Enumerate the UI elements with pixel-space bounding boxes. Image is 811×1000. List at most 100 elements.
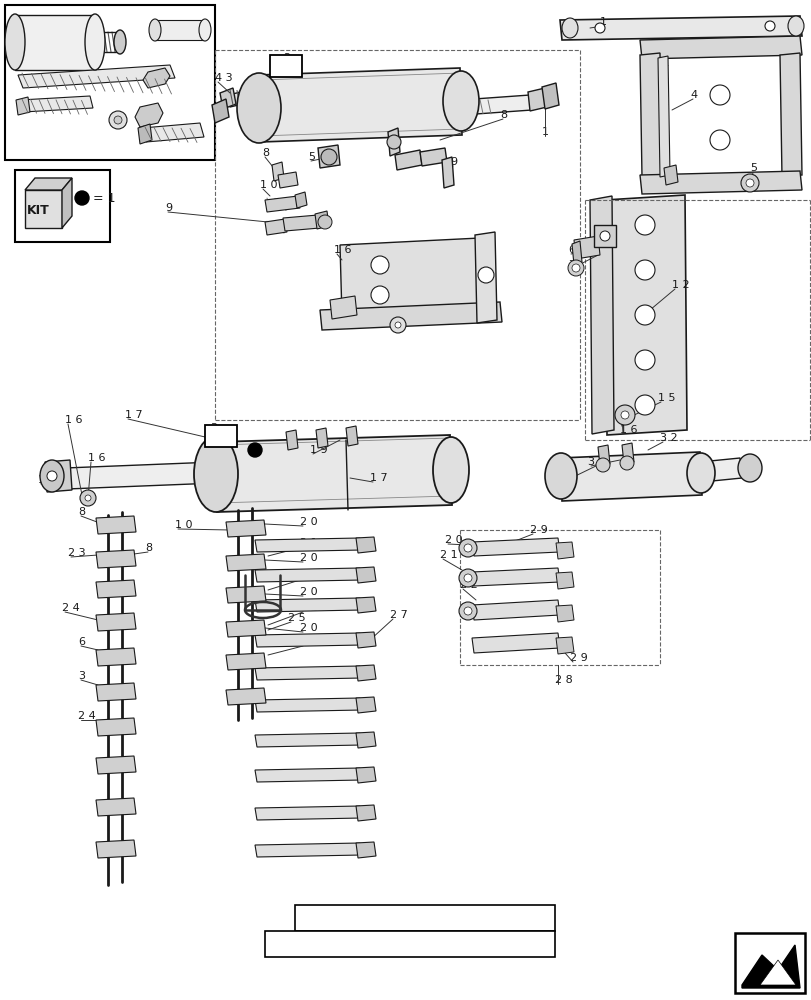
Polygon shape (96, 756, 135, 774)
Polygon shape (255, 568, 362, 582)
Polygon shape (285, 430, 298, 450)
Text: 9: 9 (449, 157, 457, 167)
Polygon shape (355, 597, 375, 613)
Text: 1 1: 1 1 (345, 570, 362, 580)
Polygon shape (474, 232, 496, 323)
Polygon shape (62, 178, 72, 228)
Ellipse shape (5, 14, 25, 70)
Ellipse shape (318, 215, 332, 229)
Ellipse shape (634, 350, 654, 370)
Ellipse shape (740, 174, 758, 192)
Text: 2 0: 2 0 (299, 517, 317, 527)
Ellipse shape (599, 231, 609, 241)
Polygon shape (315, 428, 328, 448)
Text: 2 1: 2 1 (299, 637, 317, 647)
Text: 2 1: 2 1 (299, 538, 317, 548)
Polygon shape (571, 241, 581, 265)
Polygon shape (621, 443, 633, 464)
Polygon shape (541, 83, 558, 109)
Text: 1 0: 1 0 (175, 520, 192, 530)
Polygon shape (96, 516, 135, 534)
Ellipse shape (85, 14, 105, 70)
Ellipse shape (463, 607, 471, 615)
Polygon shape (96, 613, 135, 631)
Polygon shape (272, 162, 284, 181)
Polygon shape (590, 196, 613, 434)
Ellipse shape (371, 256, 388, 274)
Bar (5, 5, 215, 160)
Polygon shape (255, 598, 362, 612)
Text: 3 1: 3 1 (587, 457, 605, 467)
Ellipse shape (478, 267, 493, 283)
Text: 6: 6 (568, 245, 574, 255)
Ellipse shape (595, 458, 609, 472)
Polygon shape (573, 236, 599, 259)
Text: 2 4: 2 4 (62, 603, 79, 613)
Ellipse shape (737, 454, 761, 482)
Ellipse shape (568, 260, 583, 276)
Polygon shape (355, 567, 375, 583)
Polygon shape (560, 16, 801, 40)
Polygon shape (294, 192, 307, 208)
Polygon shape (220, 88, 236, 109)
Ellipse shape (394, 322, 401, 328)
Polygon shape (460, 95, 531, 115)
Ellipse shape (463, 574, 471, 582)
Polygon shape (255, 698, 362, 712)
Polygon shape (527, 88, 547, 111)
Ellipse shape (745, 179, 753, 187)
Text: 8: 8 (262, 148, 268, 158)
Text: 1: 1 (541, 127, 548, 137)
Polygon shape (663, 165, 677, 185)
Polygon shape (471, 538, 560, 556)
Polygon shape (45, 460, 72, 492)
Polygon shape (355, 842, 375, 858)
Text: 2 0: 2 0 (299, 553, 317, 563)
Polygon shape (320, 302, 501, 330)
Text: 2 0: 2 0 (299, 623, 317, 633)
Polygon shape (225, 688, 266, 705)
Polygon shape (255, 633, 362, 647)
Polygon shape (355, 767, 375, 783)
Ellipse shape (199, 19, 211, 41)
Text: 2 4: 2 4 (78, 711, 96, 721)
Ellipse shape (389, 317, 406, 333)
Polygon shape (255, 733, 362, 747)
Text: 1 6: 1 6 (88, 453, 105, 463)
Polygon shape (355, 632, 375, 648)
Ellipse shape (458, 539, 476, 557)
Polygon shape (225, 554, 266, 571)
Polygon shape (20, 96, 93, 112)
Polygon shape (419, 148, 446, 166)
Text: 3: 3 (78, 671, 85, 681)
Polygon shape (255, 806, 362, 820)
Polygon shape (556, 637, 573, 654)
Ellipse shape (148, 19, 161, 41)
Ellipse shape (594, 23, 604, 33)
Ellipse shape (432, 437, 469, 503)
Bar (734, 933, 804, 993)
Text: 3: 3 (217, 430, 225, 442)
Text: 2 1: 2 1 (299, 570, 317, 580)
Polygon shape (741, 945, 799, 988)
Text: 2: 2 (281, 60, 290, 73)
Text: 1 5: 1 5 (657, 393, 675, 403)
Polygon shape (264, 219, 286, 235)
Text: 7: 7 (568, 260, 574, 270)
Polygon shape (639, 36, 801, 59)
Polygon shape (597, 445, 609, 466)
Polygon shape (25, 190, 62, 228)
Polygon shape (556, 572, 573, 589)
Text: 3 2: 3 2 (659, 433, 677, 443)
Polygon shape (255, 666, 362, 680)
Text: 2 8: 2 8 (554, 675, 572, 685)
Text: 1 6: 1 6 (65, 415, 83, 425)
Ellipse shape (47, 471, 57, 481)
Polygon shape (471, 633, 560, 653)
Polygon shape (258, 68, 461, 142)
Ellipse shape (709, 130, 729, 150)
Polygon shape (15, 15, 95, 70)
Text: 4 3: 4 3 (215, 73, 232, 83)
Bar (15, 170, 109, 242)
Polygon shape (138, 124, 152, 144)
